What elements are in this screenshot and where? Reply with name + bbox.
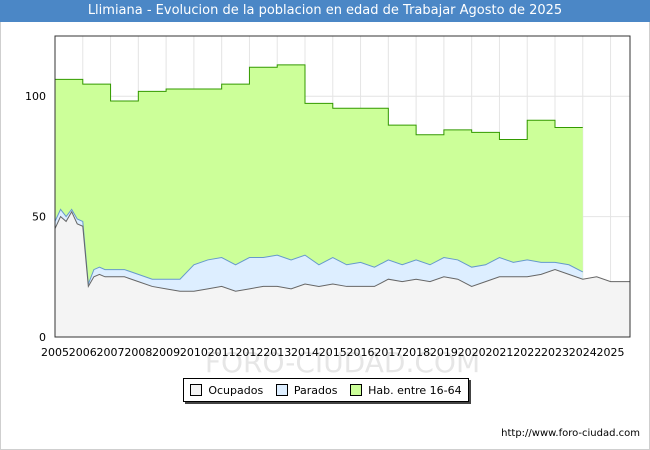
legend-item-parados: Parados [275,383,338,397]
legend-item-hab: Hab. entre 16-64 [350,384,462,397]
x-tick-label: 2014 [291,346,319,359]
x-tick-label: 2023 [541,346,569,359]
x-tick-label: 2010 [180,346,208,359]
x-tick-label: 2018 [402,346,430,359]
x-tick-label: 2022 [513,346,541,359]
x-tick-label: 2024 [569,346,597,359]
x-tick-label: 2015 [319,346,347,359]
y-tick-label: 0 [39,331,46,344]
legend-swatch-ocupados [190,384,203,396]
y-tick-label: 50 [32,211,46,224]
x-tick-label: 2007 [97,346,125,359]
y-tick-labels: 0 50 100 [25,90,46,344]
x-tick-label: 2008 [124,346,152,359]
legend-label-hab: Hab. entre 16-64 [368,383,462,397]
x-tick-label: 2012 [235,346,263,359]
x-tick-label: 2005 [41,346,69,359]
legend: Ocupados Parados Hab. entre 16-64 [183,378,469,402]
x-tick-label: 2019 [430,346,458,359]
x-tick-label: 2011 [208,346,236,359]
y-tick-label: 100 [25,90,46,103]
legend-label-ocupados: Ocupados [208,383,264,397]
x-tick-label: 2009 [152,346,180,359]
series-areas [54,64,630,338]
x-tick-label: 2013 [263,346,291,359]
plot-border [54,35,631,338]
x-tick-label: 2017 [374,346,402,359]
series-area-ocupados [55,211,630,337]
x-tick-label: 2025 [597,346,625,359]
legend-swatch-hab [350,384,363,396]
series-line-ocupados [54,210,630,292]
source-url[interactable]: http://www.foro-ciudad.com [501,428,640,439]
watermark: FORO-CIUDAD.COM [205,346,480,379]
series-line-parados [54,208,584,285]
legend-label-parados: Parados [293,383,338,397]
x-tick-label: 2006 [69,346,97,359]
x-tick-labels: 2005 2006 2007 2008 2009 2010 2011 2012 2013 2014… [41,346,625,359]
legend-swatch-parados [275,384,288,396]
chart-title: Llimiana - Evolucion de la poblacion en … [0,0,650,22]
x-tick-label: 2016 [347,346,375,359]
legend-item-ocupados: Ocupados [190,384,263,397]
series-line-hab-entre-16-64 [55,64,583,141]
x-tick-label: 2021 [485,346,513,359]
x-tick-label: 2020 [458,346,486,359]
